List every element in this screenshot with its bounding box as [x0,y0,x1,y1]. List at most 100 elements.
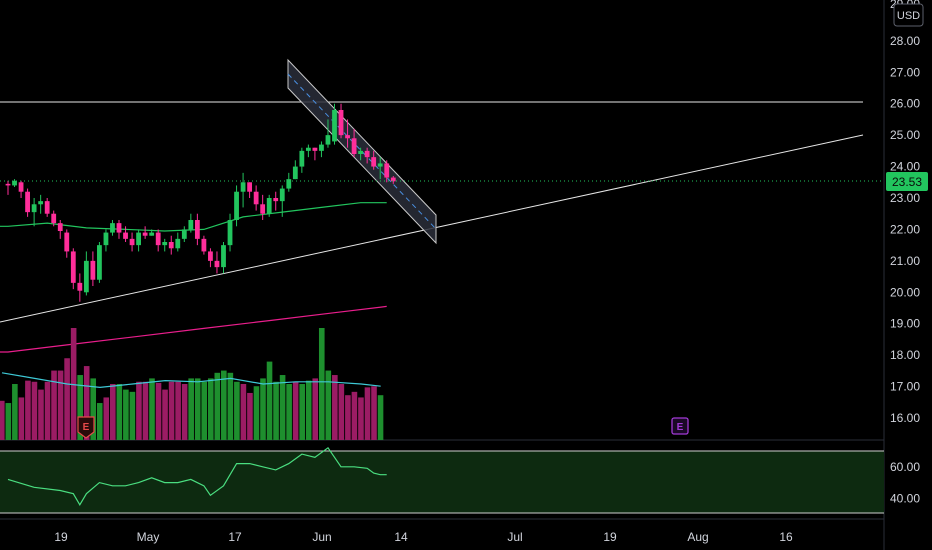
candle [266,194,272,217]
candle [358,147,364,161]
candle-body [358,150,364,154]
candle-body [312,147,318,151]
volume-bar [325,370,332,440]
volume-bar [70,328,77,440]
time-tick-label: 19 [54,530,68,544]
candle-body [97,245,102,280]
candle [364,147,370,164]
candle-body [279,188,285,202]
candle-body [149,232,155,236]
rsi-line [7,446,387,506]
volume-bar [129,391,136,440]
volume-bar [345,395,351,440]
candle-body [227,220,233,246]
candle-body [57,223,63,231]
volume-bar [51,370,57,440]
volume-bar [279,375,286,440]
candle-body [305,147,311,151]
candle [64,229,70,258]
candle [57,220,63,239]
candle [305,144,311,158]
candle [110,220,115,236]
candle [338,103,344,139]
candle [214,251,220,274]
candle-body [168,242,174,249]
candle-body [240,182,246,192]
price-tick-label: 28.00 [890,34,920,48]
price-tick-label: 18.00 [890,348,920,362]
candle [142,226,148,239]
price-tick-label: 20.00 [890,285,920,299]
time-axis[interactable]: 19 May 17 Jun 14 Jul 19 Aug 16 [54,530,793,544]
volume-bar [64,358,70,440]
volume-bar [83,366,90,440]
candle-body [44,201,50,214]
candle [345,119,350,148]
volume-moving-average [1,372,381,389]
candle [181,226,187,242]
candle-body [299,150,305,167]
volume-bar [305,380,312,440]
candle [194,213,200,246]
candle [136,229,141,252]
volume-bar [149,378,155,440]
earnings-marker-past[interactable]: E [77,416,95,439]
candle-body [162,242,168,246]
earnings-upcoming-label: E [677,422,684,433]
volume-bar [175,381,181,440]
candle-body [12,180,17,186]
volume-bar [110,384,116,440]
candle [116,220,122,239]
candle-body [123,232,128,239]
candle [286,172,292,192]
candle-body [18,182,24,192]
volume-bar [273,381,279,440]
candle-body [110,223,115,233]
volume-bar [318,328,325,440]
candle [201,235,207,255]
candle-body [5,183,11,186]
volume-bar [253,386,260,440]
candle [175,232,181,252]
volume-bar [12,384,18,440]
candle [247,182,253,198]
candle [129,232,135,252]
volume-bar [338,384,345,440]
volume-bar [332,375,338,440]
candle-body [90,260,96,280]
candle [25,188,30,217]
volume-bar [162,389,168,440]
volume-bar [351,391,358,440]
candle-body [208,251,213,261]
time-tick-label: 16 [779,530,793,544]
candle-body [377,163,383,167]
volume-bar [136,381,142,440]
volume-bar [299,384,305,440]
currency-badge[interactable]: USD [893,3,924,27]
candle-body [266,198,272,214]
candle [5,180,11,195]
candle [70,248,76,290]
volume-bar [234,381,240,440]
volume-bar [207,378,214,440]
time-tick-label: Jul [507,530,522,544]
candle-body [384,163,390,178]
volume-bar [57,370,64,440]
earnings-marker-upcoming[interactable]: E [671,417,689,435]
volume-bar [266,361,273,440]
candle [162,238,168,252]
rsi-band [0,451,884,513]
candle-body [247,182,253,192]
price-tick-label: 22.00 [890,222,920,236]
time-tick-label: 17 [228,530,242,544]
volume-bar [90,378,97,440]
volume-bar [247,392,253,440]
current-price-badge: 23.53 [886,172,928,191]
price-tick-label: 27.00 [890,65,920,79]
candle [44,198,50,217]
candle-body [221,245,226,268]
candle [97,242,102,283]
candle [208,248,213,268]
